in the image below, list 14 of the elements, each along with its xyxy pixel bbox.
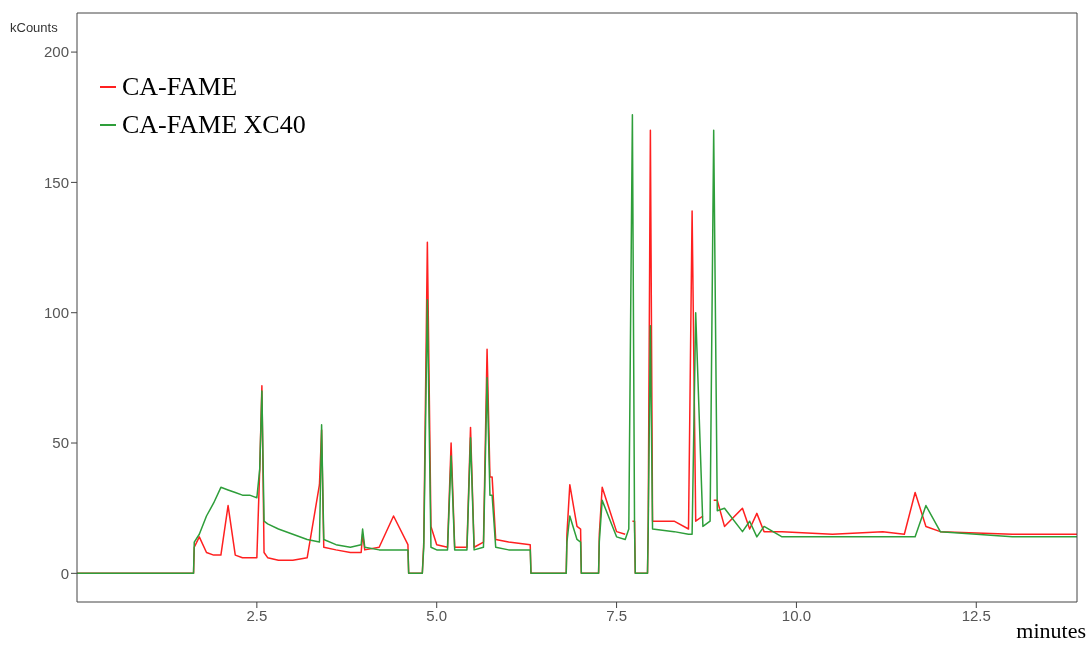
x-tick-label: 2.5 [246, 606, 268, 624]
y-tick-label: 50 [52, 434, 69, 452]
x-tick-label: 7.5 [606, 606, 627, 624]
y-tick-label: 150 [43, 173, 69, 191]
y-tick-label: 0 [60, 564, 69, 582]
y-tick-label: 200 [43, 43, 69, 61]
x-tick-label: 12.5 [961, 606, 991, 624]
x-tick-label: 5.0 [426, 606, 448, 624]
x-tick-label: 10.0 [781, 606, 812, 624]
legend-label: CA-FAME [122, 71, 238, 103]
y-tick-label: 100 [43, 304, 69, 322]
legend-label: CA-FAME XC40 [122, 109, 306, 141]
x-axis-title: minutes [1016, 618, 1086, 644]
y-axis-title: kCounts [10, 20, 58, 35]
